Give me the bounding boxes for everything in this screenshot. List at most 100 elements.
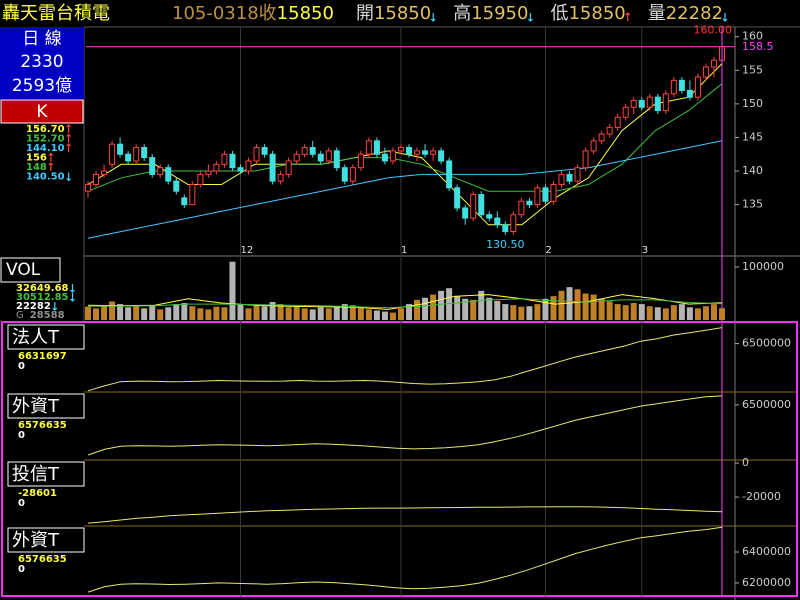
candle-body bbox=[686, 89, 693, 98]
x-tick-label: 2 bbox=[545, 245, 551, 256]
candle-body bbox=[662, 93, 669, 112]
candle-body bbox=[213, 163, 220, 172]
quote-label: 量 bbox=[648, 3, 666, 24]
candle-body bbox=[606, 126, 613, 135]
stock-name: 轟天雷台積電 bbox=[2, 3, 110, 24]
candle-body bbox=[389, 150, 396, 162]
volume-bar bbox=[133, 306, 140, 320]
volume-bar bbox=[269, 301, 276, 320]
volume-bar bbox=[141, 308, 148, 320]
readout: 30512.85 bbox=[16, 292, 69, 303]
trend-arrow bbox=[722, 13, 728, 22]
candle-body bbox=[133, 147, 140, 162]
volume-bar bbox=[341, 304, 348, 320]
candle-body bbox=[117, 143, 124, 155]
readout: 0 bbox=[18, 564, 25, 575]
date: 105-0318 bbox=[172, 3, 259, 24]
candle-body bbox=[550, 183, 557, 202]
candle-body bbox=[566, 173, 573, 182]
quote-value: 15850 bbox=[277, 3, 334, 24]
panel-label: 投信T bbox=[12, 464, 60, 485]
candle-body bbox=[526, 200, 533, 206]
trend-arrow bbox=[430, 13, 436, 22]
y-tick-label: -20000 bbox=[742, 490, 781, 503]
volume-bar bbox=[181, 303, 188, 320]
candle-body bbox=[710, 59, 717, 68]
volume-bar bbox=[502, 304, 509, 320]
candle-body bbox=[470, 194, 477, 219]
trend-arrow bbox=[66, 172, 72, 182]
candle-body bbox=[173, 180, 180, 192]
volume-bar bbox=[101, 305, 108, 320]
trend-arrow bbox=[48, 152, 54, 162]
candle-body bbox=[245, 160, 252, 172]
panel-label: 外資T bbox=[12, 396, 60, 417]
indicator-line bbox=[87, 395, 723, 456]
candle-body bbox=[534, 187, 541, 206]
volume-bar bbox=[606, 301, 613, 320]
volume-bar bbox=[221, 307, 228, 320]
volume-bar bbox=[510, 305, 517, 320]
x-tick-label: 12 bbox=[240, 245, 253, 256]
y-tick-label: 6500000 bbox=[742, 398, 791, 411]
volume-bar bbox=[654, 307, 661, 320]
candle-body bbox=[406, 147, 413, 155]
volume-bar bbox=[574, 289, 581, 320]
y-tick-label: 6500000 bbox=[742, 337, 791, 350]
candle-body bbox=[365, 140, 372, 155]
volume-bar bbox=[125, 307, 132, 320]
y-tick-label: 6400000 bbox=[742, 545, 791, 558]
volume-bar bbox=[678, 304, 685, 320]
candle-body bbox=[205, 170, 212, 175]
y-tick-label: 135 bbox=[742, 198, 763, 211]
volume-bar bbox=[670, 305, 677, 320]
volume-bar bbox=[229, 261, 236, 320]
candle-body bbox=[414, 150, 421, 155]
candle-body bbox=[582, 150, 589, 169]
candle-body bbox=[502, 224, 509, 232]
volume-average bbox=[88, 298, 723, 309]
candle-body bbox=[494, 217, 501, 226]
panel-label-box bbox=[7, 393, 85, 419]
volume-bar bbox=[686, 307, 693, 320]
candle-body bbox=[189, 183, 196, 206]
panel-label: 法人T bbox=[12, 327, 60, 348]
readout: 0 bbox=[18, 498, 25, 509]
volume-bar bbox=[397, 308, 404, 320]
volume-bar bbox=[630, 303, 637, 320]
volume-bar bbox=[702, 306, 709, 320]
readout: 6576635 bbox=[18, 554, 67, 565]
y-tick-label: 100000 bbox=[742, 260, 784, 273]
candle-body bbox=[109, 143, 116, 165]
candle-body bbox=[630, 100, 637, 108]
panel-label: 外資T bbox=[12, 530, 60, 551]
volume-bar bbox=[173, 304, 180, 320]
candle-body bbox=[253, 147, 260, 162]
candle-body bbox=[542, 187, 549, 202]
candle-body bbox=[486, 214, 493, 219]
selection-frame bbox=[1, 321, 798, 597]
volume-bar bbox=[357, 307, 364, 320]
volume-bar bbox=[277, 304, 284, 320]
y-tick-label: 6200000 bbox=[742, 576, 791, 589]
volume-bar bbox=[365, 309, 372, 320]
trend-arrow bbox=[66, 133, 72, 143]
readout-prefix: G bbox=[16, 310, 24, 321]
volume-bar bbox=[719, 308, 725, 320]
candle-body bbox=[285, 160, 292, 175]
quote-label: 低 bbox=[550, 3, 568, 24]
candle-body bbox=[277, 173, 284, 182]
volume-bar bbox=[486, 297, 493, 320]
volume-bar bbox=[598, 298, 605, 320]
candle-body bbox=[333, 150, 340, 169]
quote-value: 15850 bbox=[374, 3, 431, 24]
volume-bar bbox=[558, 290, 565, 320]
quote-label: 開 bbox=[356, 3, 374, 24]
readout: 32649.68 bbox=[16, 283, 69, 294]
candle-body bbox=[590, 140, 597, 152]
y-tick-label: 140 bbox=[742, 164, 763, 177]
volume-bar bbox=[622, 305, 629, 320]
volume-bar bbox=[117, 304, 124, 320]
